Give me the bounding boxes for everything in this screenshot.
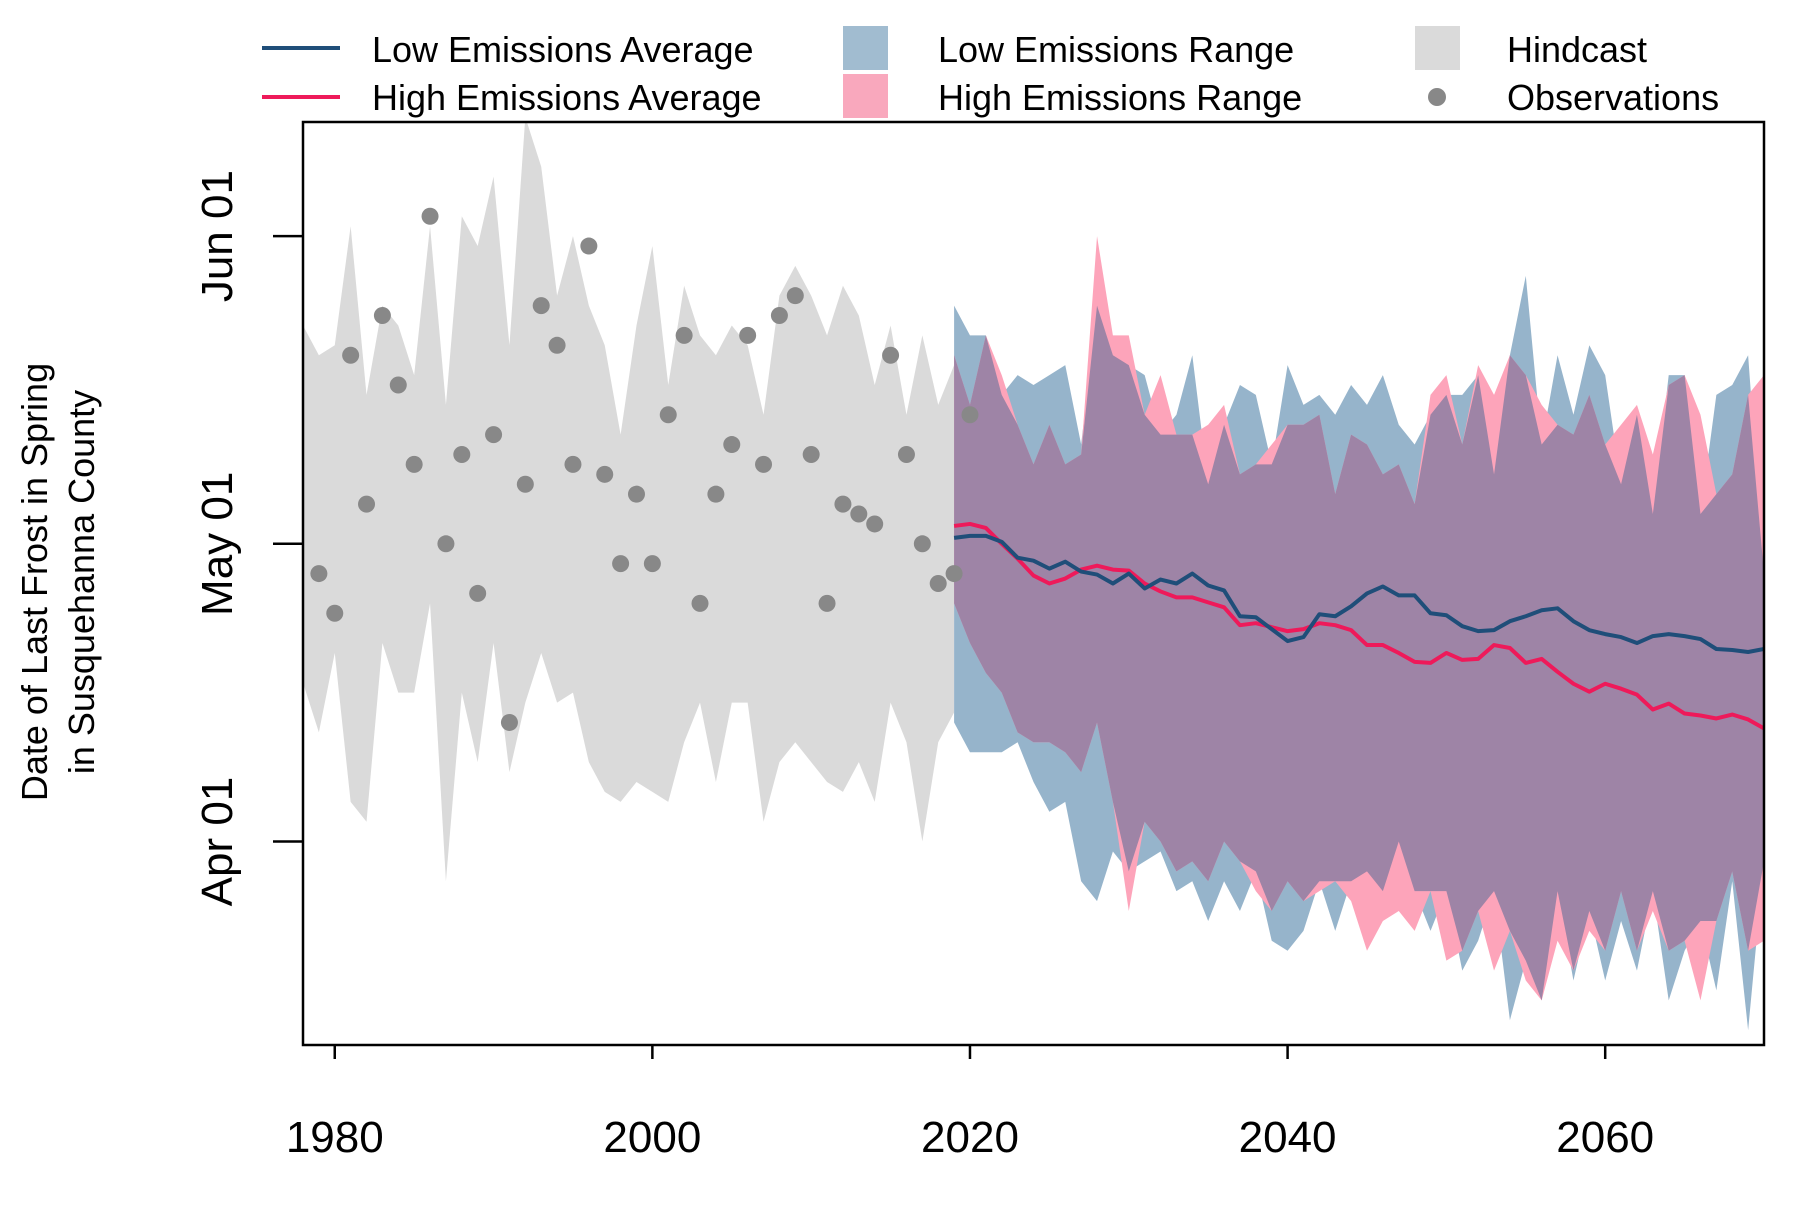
observation-point bbox=[818, 594, 836, 612]
y-axis-title: Date of Last Frost in Spring in Susqueha… bbox=[14, 363, 102, 801]
observation-point bbox=[643, 555, 661, 573]
observation-point bbox=[945, 565, 963, 583]
observation-point bbox=[580, 237, 598, 255]
observation-point bbox=[532, 297, 550, 315]
y-axis-title-line-1: Date of Last Frost in Spring bbox=[14, 363, 55, 801]
observation-point bbox=[485, 426, 503, 444]
observation-point bbox=[500, 713, 518, 731]
x-tick-label: 1980 bbox=[286, 1113, 384, 1162]
observation-point bbox=[389, 376, 407, 394]
observation-point bbox=[770, 307, 788, 325]
observation-point bbox=[342, 346, 360, 364]
legend: Low Emissions Average High Emissions Ave… bbox=[262, 26, 1719, 118]
legend-marker-observations bbox=[1428, 88, 1446, 106]
observation-point bbox=[707, 485, 725, 503]
emissions-range-overlap-band bbox=[954, 305, 1764, 1001]
plot-area bbox=[303, 122, 1764, 1031]
observation-point bbox=[913, 535, 931, 553]
observation-point bbox=[358, 495, 376, 513]
observation-point bbox=[866, 515, 884, 533]
observation-point bbox=[723, 436, 741, 454]
legend-swatch-hindcast bbox=[1415, 26, 1460, 70]
observation-point bbox=[373, 307, 391, 325]
legend-label-hindcast: Hindcast bbox=[1507, 29, 1647, 70]
plot-frame bbox=[301, 120, 1766, 1047]
legend-label-low-average: Low Emissions Average bbox=[372, 29, 754, 70]
observation-point bbox=[897, 445, 915, 463]
legend-label-high-average: High Emissions Average bbox=[372, 77, 762, 118]
legend-swatch-low-range bbox=[843, 26, 888, 70]
y-axis-title-line-2: in Susquehanna County bbox=[61, 390, 102, 774]
y-tick-label: May 01 bbox=[193, 472, 242, 616]
observation-point bbox=[469, 584, 487, 602]
observation-point bbox=[453, 445, 471, 463]
observation-point bbox=[882, 346, 900, 364]
observation-point bbox=[834, 495, 852, 513]
observation-point bbox=[929, 575, 947, 592]
observation-point bbox=[691, 594, 709, 612]
observation-point bbox=[659, 406, 677, 424]
observation-point bbox=[516, 475, 534, 493]
observation-point bbox=[739, 326, 757, 344]
observation-point bbox=[755, 455, 773, 473]
low-emissions-average-line bbox=[953, 533, 1764, 654]
observation-point bbox=[437, 535, 455, 553]
x-tick-label: 2000 bbox=[603, 1113, 701, 1162]
legend-label-low-range: Low Emissions Range bbox=[938, 29, 1294, 70]
y-tick-label: Jun 01 bbox=[193, 170, 242, 302]
observation-point bbox=[564, 455, 582, 473]
high-emissions-average-line bbox=[953, 521, 1764, 731]
observation-point bbox=[627, 485, 645, 503]
observation-point bbox=[326, 604, 344, 622]
observation-point bbox=[421, 207, 439, 225]
observation-point bbox=[786, 287, 804, 305]
observation-point bbox=[961, 406, 979, 424]
axes: 1980 2000 2020 2040 2060 Apr 01 May 01 Jun 01 bbox=[193, 170, 1654, 1162]
legend-swatch-high-range bbox=[843, 74, 888, 118]
observation-point bbox=[548, 336, 566, 354]
observation-point bbox=[310, 565, 328, 583]
legend-label-observations: Observations bbox=[1507, 77, 1719, 118]
observation-point bbox=[850, 505, 868, 523]
hindcast-range-band bbox=[303, 122, 955, 882]
observation-point bbox=[596, 465, 614, 483]
x-tick-label: 2020 bbox=[921, 1113, 1019, 1162]
observation-point bbox=[612, 555, 630, 573]
observation-point bbox=[675, 326, 693, 344]
x-tick-label: 2060 bbox=[1556, 1113, 1654, 1162]
observation-point bbox=[802, 445, 820, 463]
x-tick-label: 2040 bbox=[1239, 1113, 1337, 1162]
legend-label-high-range: High Emissions Range bbox=[938, 77, 1302, 118]
observation-point bbox=[405, 455, 423, 473]
y-tick-label: Apr 01 bbox=[193, 777, 242, 907]
